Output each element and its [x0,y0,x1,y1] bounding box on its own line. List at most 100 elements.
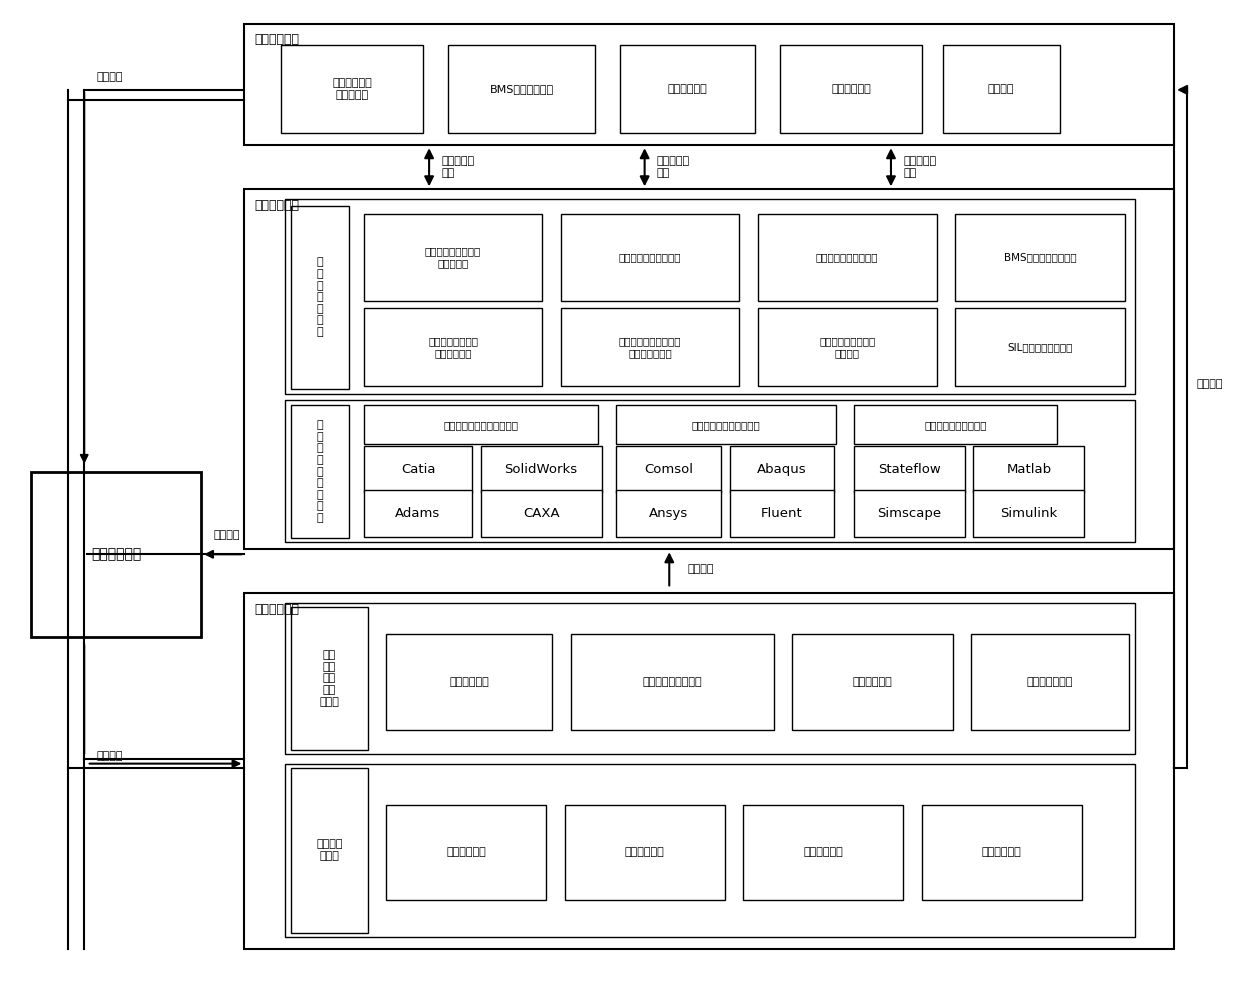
Bar [386,634,552,730]
Text: 冷却系统: 冷却系统 [988,83,1014,94]
Text: Abaqus: Abaqus [758,464,807,476]
Bar [244,190,1174,549]
Text: 电池组及模组
串并联结构: 电池组及模组 串并联结构 [332,79,372,100]
Bar [792,634,952,730]
Text: 实体电池模块: 实体电池模块 [254,33,299,46]
Text: 数据传输: 数据传输 [213,530,241,540]
Bar [285,603,1135,754]
Text: 电池组及模组物理模型分析: 电池组及模组物理模型分析 [444,419,518,430]
Bar [616,406,836,444]
Bar [564,804,724,900]
Text: 云端资源接口: 云端资源接口 [804,847,843,857]
Text: Fluent: Fluent [761,507,802,519]
Bar [758,213,936,301]
Text: SIL软件在环动态测试: SIL软件在环动态测试 [1007,342,1073,352]
Bar [971,634,1128,730]
Text: 均衡系统控制策略分析: 均衡系统控制策略分析 [924,419,987,430]
Bar [481,490,601,537]
Bar [291,205,348,389]
Text: 数字孪生模块: 数字孪生模块 [91,547,141,562]
Bar [570,634,774,730]
Bar [244,24,1174,145]
Bar [285,401,1135,542]
Bar [854,406,1058,444]
Bar [942,45,1060,133]
Bar [743,804,903,900]
Text: CAXA: CAXA [523,507,559,519]
Text: 数据监测接口: 数据监测接口 [446,847,486,857]
Text: 模
型
构
建
及
分
析
方
法: 模 型 构 建 及 分 析 方 法 [316,420,324,523]
Text: 电池组及模组复杂
工况环境建模: 电池组及模组复杂 工况环境建模 [428,336,479,357]
Text: 数字化模型
研发: 数字化模型 研发 [441,156,475,178]
Bar [560,213,739,301]
Text: Ansys: Ansys [649,507,688,519]
Text: 云端仿真接口: 云端仿真接口 [625,847,665,857]
Bar [285,199,1135,394]
Bar [363,406,598,444]
Bar [363,308,542,386]
Text: Comsol: Comsol [644,464,693,476]
Text: 均衡系统在线更新技术: 均衡系统在线更新技术 [816,252,878,262]
Text: 控制策略: 控制策略 [688,564,714,573]
Text: 均衡系统架构: 均衡系统架构 [668,83,708,94]
Bar [363,446,472,493]
Bar [729,490,835,537]
Text: SolidWorks: SolidWorks [505,464,578,476]
Bar [854,490,965,537]
Bar [560,308,739,386]
Bar [973,446,1084,493]
Bar [955,308,1125,386]
Bar [281,45,423,133]
Text: Catia: Catia [401,464,435,476]
Text: 电池参数云端辨识技术: 电池参数云端辨识技术 [619,252,682,262]
Bar [244,593,1174,949]
Text: 数字化模型
验证: 数字化模型 验证 [657,156,691,178]
Bar [955,213,1125,301]
Bar [616,446,720,493]
Bar [291,768,367,933]
Bar [291,406,348,538]
Text: 均衡策略优化: 均衡策略优化 [853,677,893,686]
Text: 云端
资源
综合
管理
子系统: 云端 资源 综合 管理 子系统 [320,650,340,707]
Text: 接口服务
子系统: 接口服务 子系统 [316,840,342,861]
Bar [363,213,542,301]
Text: 均衡数据分析: 均衡数据分析 [449,677,489,686]
Text: 实时工况模组几何特性
分析及应力计算: 实时工况模组几何特性 分析及应力计算 [619,336,682,357]
Bar [363,490,472,537]
Text: 模
型
构
建
与
协
同: 模 型 构 建 与 协 同 [316,257,324,337]
Bar [285,764,1135,937]
Text: 数据传输接口: 数据传输接口 [982,847,1022,857]
Text: 均衡数据挖掘与搜索: 均衡数据挖掘与搜索 [642,677,702,686]
Bar [758,308,936,386]
Bar [620,45,755,133]
Bar [729,446,835,493]
Text: 数字化应用
管理: 数字化应用 管理 [903,156,936,178]
Text: BMS自动代码生成技术: BMS自动代码生成技术 [1003,252,1076,262]
Text: 数字电池模块: 数字电池模块 [254,199,299,212]
Text: 控制策略: 控制策略 [1197,379,1223,389]
Text: Adams: Adams [396,507,440,519]
Text: Simscape: Simscape [878,507,941,519]
Bar [481,446,601,493]
Text: 数据传输: 数据传输 [97,751,123,761]
Text: 安全保护系统: 安全保护系统 [831,83,870,94]
Text: 电池组参数演化: 电池组参数演化 [1027,677,1073,686]
Bar [854,446,965,493]
Text: 电池组及模组有限元分析: 电池组及模组有限元分析 [692,419,760,430]
Text: Simulink: Simulink [1001,507,1058,519]
Bar [448,45,595,133]
Bar [291,607,367,750]
Text: BMS系统及其线束: BMS系统及其线束 [490,83,553,94]
Bar [780,45,921,133]
Bar [616,490,720,537]
Text: 云端分析模块: 云端分析模块 [254,603,299,616]
Bar [921,804,1081,900]
Bar [973,490,1084,537]
Text: Matlab: Matlab [1007,464,1052,476]
Bar [386,804,546,900]
Text: 均衡控制策略云端最
优化过程: 均衡控制策略云端最 优化过程 [820,336,875,357]
Text: 单体电池多尺度全生
命周期建模: 单体电池多尺度全生 命周期建模 [425,246,481,268]
Text: Stateflow: Stateflow [878,464,941,476]
Text: 数据传输: 数据传输 [97,73,123,82]
Bar [31,471,201,637]
